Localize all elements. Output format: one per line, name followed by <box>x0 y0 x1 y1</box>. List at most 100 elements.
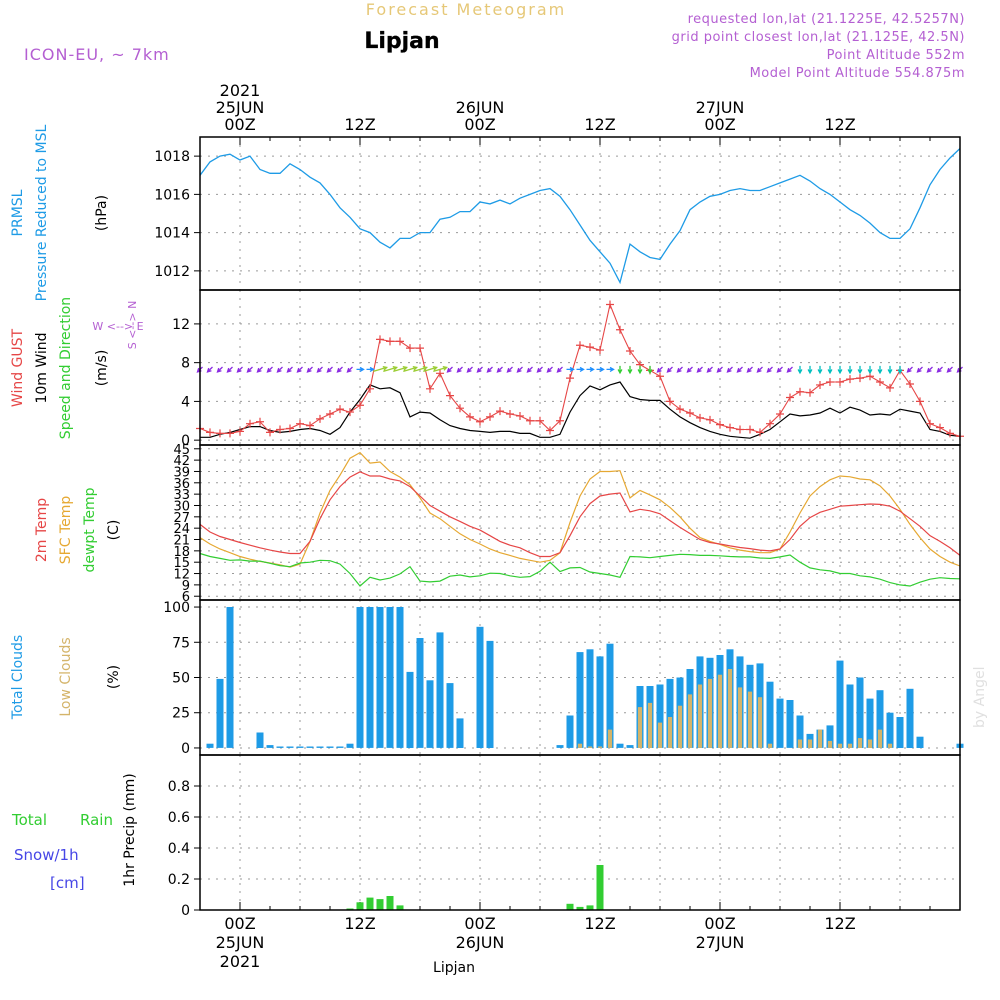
precip-unit-label: 1hr Precip (mm) <box>122 773 138 886</box>
total-cloud-bar <box>456 718 464 748</box>
dewpt-temp-label: dewpt Temp <box>82 487 98 572</box>
precip-tick-label: 0.6 <box>168 810 190 826</box>
total-cloud-bar <box>616 743 624 748</box>
total-cloud-bar <box>366 607 374 748</box>
low-cloud-bar <box>857 738 863 748</box>
bottom-time-label: 00Z <box>224 914 255 933</box>
wind-direction-arrow <box>837 365 843 375</box>
pressure-tick-label: 1012 <box>154 264 190 280</box>
dewpt-temp-line <box>199 552 961 587</box>
wind-direction-arrow <box>916 366 923 373</box>
total-cloud-bar <box>896 717 904 748</box>
wind-direction-arrow <box>726 366 733 373</box>
bottom-time-label: 27JUN <box>696 933 745 952</box>
low-cloud-bar <box>587 746 593 748</box>
gust-marker <box>836 378 844 387</box>
gust-marker <box>496 407 504 416</box>
gust-marker <box>446 391 454 400</box>
total-cloud-bar <box>326 746 334 748</box>
bottom-time-label: 2021 <box>220 952 261 971</box>
total-cloud-bar <box>916 736 924 748</box>
gust-marker <box>226 429 234 438</box>
total-clouds-label: Total Clouds <box>10 635 26 720</box>
wind-tick-label: 8 <box>181 356 190 372</box>
compass-we-label: W <--> E <box>92 320 143 333</box>
model-altitude: Model Point Altitude 554.875m <box>750 66 965 81</box>
temperature-tick-label: 12 <box>173 568 190 583</box>
total-cloud-bar <box>336 746 344 748</box>
total-cloud-bar <box>876 690 884 748</box>
wind-direction-arrow <box>516 366 523 373</box>
total-cloud-bar <box>556 745 564 748</box>
gust-marker <box>356 401 364 410</box>
gust-marker <box>616 325 624 334</box>
total-cloud-bar <box>376 607 384 748</box>
wind-unit-label: (m/s) <box>94 350 110 387</box>
gust-marker <box>586 343 594 352</box>
wind-direction-arrow <box>827 365 833 375</box>
pressure-panel-frame <box>199 136 961 291</box>
temperature-tick-label: 27 <box>173 511 190 526</box>
wind-direction-arrow <box>366 366 375 372</box>
wind-direction-arrow <box>776 366 783 373</box>
total-cloud-bar <box>856 677 864 748</box>
wind-direction-arrow <box>216 366 223 373</box>
gust-marker <box>676 405 684 414</box>
total-cloud-bar <box>356 607 364 748</box>
top-time-label: 12Z <box>344 115 375 134</box>
wind-direction-arrow <box>606 366 615 372</box>
location-title: Lipjan <box>364 29 439 54</box>
total-cloud-bar <box>886 712 894 748</box>
pressure-tick-label: 1018 <box>154 149 190 165</box>
temperature-tick-label: 24 <box>173 522 190 537</box>
gust-marker <box>256 417 264 426</box>
total-cloud-bar <box>786 700 794 748</box>
total-cloud-bar <box>866 698 874 748</box>
wind-direction-arrow <box>666 366 673 373</box>
bottom-time-label: 12Z <box>344 914 375 933</box>
gust-marker <box>236 427 244 436</box>
top-time-label: 12Z <box>584 115 615 134</box>
low-cloud-bar <box>667 717 673 748</box>
total-cloud-bar <box>776 698 784 748</box>
gust-marker <box>266 428 274 437</box>
total-cloud-bar <box>486 640 494 748</box>
clouds-tick-label: 25 <box>172 706 190 722</box>
gust-marker <box>406 344 414 353</box>
temperature-tick-label: 42 <box>173 454 190 469</box>
wind-direction-arrow <box>887 365 893 375</box>
wind-direction-arrow <box>336 366 343 373</box>
bottom-time-label: 00Z <box>704 914 735 933</box>
gust-marker <box>516 411 524 420</box>
requested-coords: requested lon,lat (21.1225E, 42.5257N) <box>688 12 965 27</box>
wind-direction-arrow <box>867 365 873 375</box>
gust-marker <box>786 393 794 402</box>
wind-direction-arrow <box>906 366 913 373</box>
total-cloud-bar <box>566 715 574 748</box>
wind-direction-arrow <box>476 366 483 373</box>
total-cloud-bar <box>846 684 854 748</box>
time-grid <box>239 137 961 910</box>
wind-direction-arrow <box>206 366 213 373</box>
wind-direction-arrow <box>617 365 623 375</box>
wind-direction-arrow <box>686 366 693 373</box>
wind-direction-arrow <box>276 366 283 373</box>
wind-direction-arrow <box>536 366 543 373</box>
gust-marker <box>806 388 814 397</box>
gust-marker <box>366 384 374 393</box>
total-cloud-bar <box>296 746 304 748</box>
wind-direction-arrow <box>857 365 863 375</box>
top-time-label: 00Z <box>464 115 495 134</box>
gust-marker <box>856 374 864 383</box>
wind-direction-arrow <box>316 366 323 373</box>
pressure-short-label: PRMSL <box>10 189 26 236</box>
rain-bar <box>386 896 394 910</box>
top-time-label: 12Z <box>824 115 855 134</box>
gust-marker <box>706 415 714 424</box>
wind-tick-label: 0 <box>181 433 190 449</box>
gust-marker <box>696 413 704 422</box>
wind-direction-arrow <box>226 366 233 373</box>
wind-direction-arrow <box>446 366 453 373</box>
rain-bar <box>586 905 594 910</box>
wind-direction-arrow <box>647 365 653 375</box>
